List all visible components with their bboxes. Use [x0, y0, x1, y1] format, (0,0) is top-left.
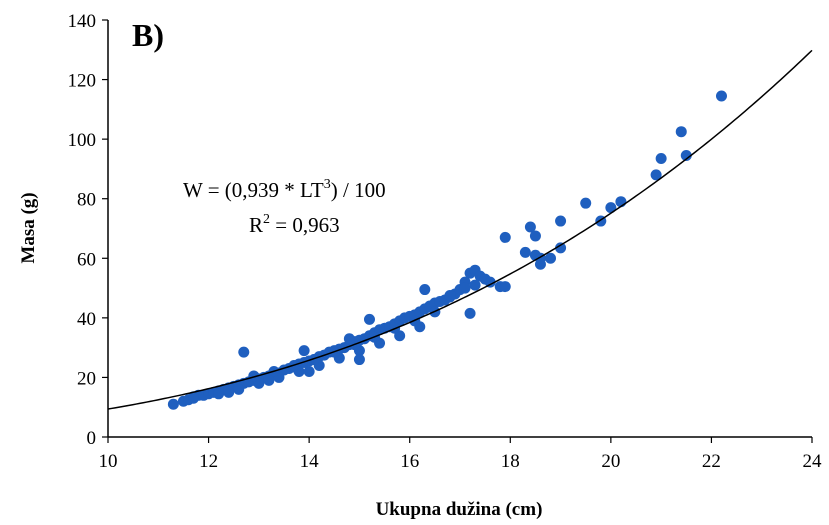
panel-label: B)	[132, 17, 164, 53]
x-tick-label: 16	[400, 451, 419, 472]
y-tick-label: 80	[77, 190, 96, 211]
data-point	[499, 231, 511, 243]
y-tick-label: 0	[87, 428, 97, 449]
x-tick-label: 20	[601, 451, 620, 472]
data-point	[459, 282, 471, 294]
data-point	[580, 197, 592, 209]
y-tick-label: 40	[77, 309, 96, 330]
data-point	[650, 169, 662, 181]
r-squared-prefix: R	[249, 213, 263, 237]
x-tick-label: 18	[501, 451, 520, 472]
data-point	[298, 345, 310, 357]
fit-equation-prefix: W = (0,939 * LT	[183, 178, 324, 202]
data-point	[615, 196, 627, 208]
data-point	[363, 313, 375, 325]
data-point	[353, 354, 365, 366]
data-point	[605, 202, 617, 214]
data-point	[223, 386, 235, 398]
r-squared-exponent: 2	[263, 212, 270, 227]
data-point	[484, 276, 496, 288]
data-point	[248, 370, 260, 382]
y-tick-label: 100	[68, 130, 97, 151]
x-ticks: 10 12 14 16 18 20 22 24	[99, 437, 823, 472]
x-tick-label: 10	[99, 451, 118, 472]
r-squared: R2 = 0,963	[249, 212, 340, 237]
data-point	[187, 392, 199, 404]
data-point	[675, 126, 687, 138]
data-point	[308, 354, 320, 366]
data-point	[715, 90, 727, 102]
data-point	[555, 215, 567, 227]
data-point	[655, 153, 667, 165]
axes	[107, 20, 812, 438]
data-point	[680, 150, 692, 162]
data-point	[213, 388, 225, 400]
data-point	[545, 252, 557, 264]
x-axis-title: Ukupna dužina (cm)	[376, 499, 543, 520]
y-tick-label: 140	[68, 11, 97, 32]
x-tick-label: 22	[702, 451, 721, 472]
data-point	[469, 279, 481, 291]
fit-equation-exponent: 3	[324, 177, 331, 192]
data-point	[499, 281, 511, 293]
data-point	[524, 221, 536, 233]
x-tick-label: 24	[803, 451, 823, 472]
fit-curve	[107, 49, 813, 410]
y-axis-title: Masa (g)	[18, 192, 39, 263]
data-point	[303, 365, 315, 377]
data-point	[167, 398, 179, 410]
data-point	[233, 383, 245, 395]
data-point	[263, 374, 275, 386]
y-tick-label: 120	[68, 71, 97, 92]
y-tick-label: 20	[77, 368, 96, 389]
data-point	[238, 346, 250, 358]
data-point	[419, 284, 431, 296]
data-point	[464, 307, 476, 319]
data-point	[444, 290, 456, 302]
x-tick-label: 12	[199, 451, 218, 472]
data-point	[343, 333, 355, 345]
fit-equation: W = (0,939 * LT3) / 100	[183, 177, 386, 202]
y-ticks: 0 20 40 60 80 100 120 140	[68, 11, 108, 449]
data-point	[529, 230, 541, 242]
fit-equation-suffix: ) / 100	[331, 178, 386, 202]
x-tick-label: 14	[300, 451, 320, 472]
data-point	[555, 242, 567, 254]
data-points	[167, 90, 727, 410]
r-squared-suffix: = 0,963	[270, 213, 340, 237]
y-tick-label: 60	[77, 249, 96, 270]
data-point	[519, 246, 531, 258]
